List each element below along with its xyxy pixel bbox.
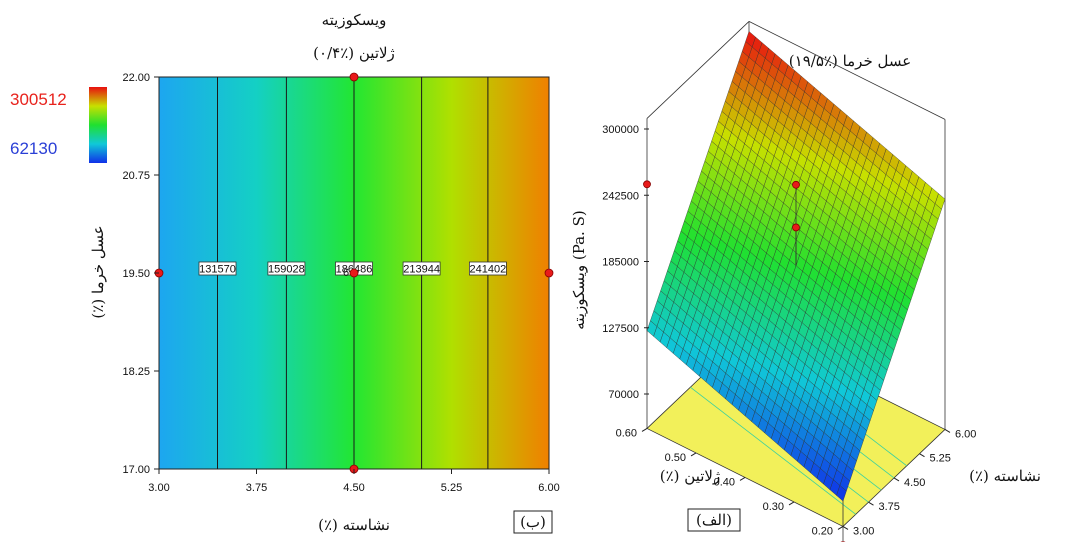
panel-label-b: (ب) (520, 513, 546, 531)
center-point-count: 6 (343, 267, 349, 279)
response-surface (646, 31, 946, 502)
contour-y-ticks: 17.00 18.25 19.50 20.75 22.00 (122, 72, 159, 476)
design-point-above (792, 223, 800, 232)
x-tick-label: 4.50 (343, 482, 364, 494)
contour-label: 131570 (199, 264, 236, 276)
contour-panel: 300512 62130 ویسکوزیته ژلاتین (٪۰/۴) 131… (10, 11, 560, 534)
x-tick-mark (944, 429, 951, 433)
contour-label: 159028 (268, 264, 305, 276)
x-tick-mark (868, 501, 874, 506)
x-tick-label: 6.00 (955, 428, 976, 440)
y-tick-label: 19.50 (122, 268, 150, 280)
design-point-above (792, 180, 800, 189)
design-point (349, 72, 359, 82)
design-point (349, 268, 359, 278)
legend-low-value: 62130 (10, 139, 57, 158)
legend-colorbar (89, 87, 107, 163)
surface-y-axis-label: ژلاتین (٪) (660, 467, 720, 485)
contour-subtitle: ژلاتین (٪۰/۴) (313, 44, 395, 62)
y-tick-mark (641, 428, 648, 432)
contour-x-ticks: 3.00 3.75 4.50 5.25 6.00 (148, 469, 560, 494)
y-tick-label: 17.00 (122, 464, 150, 476)
z-tick-label: 242500 (602, 190, 639, 202)
y-tick-label: 0.30 (763, 501, 784, 513)
x-tick-mark (842, 526, 849, 530)
contour-y-axis-label: عسل خرما (٪) (89, 225, 107, 318)
contour-label-box (468, 261, 507, 276)
contour-label: 213944 (403, 264, 440, 276)
z-tick-label: 185000 (602, 257, 639, 269)
surface-x-axis-label: نشاسته (٪) (969, 467, 1041, 485)
box-edge (748, 21, 946, 120)
y-tick-mark (690, 452, 697, 457)
x-tick-label: 3.75 (246, 482, 267, 494)
contour-label: 241402 (470, 264, 507, 276)
box-edge (646, 21, 750, 119)
y-tick-label: 0.20 (812, 525, 833, 537)
z-tick-label: 127500 (602, 323, 639, 335)
x-tick-label: 3.00 (148, 482, 169, 494)
y-tick-label: 22.00 (122, 72, 150, 84)
x-tick-label: 6.00 (538, 482, 559, 494)
y-tick-mark (837, 526, 844, 530)
y-tick-label: 0.60 (616, 427, 637, 439)
legend-high-value: 300512 (10, 90, 67, 109)
y-tick-mark (739, 477, 746, 481)
contour-label-box (267, 261, 306, 276)
z-tick-label: 70000 (608, 389, 639, 401)
surface-x-ticks: 3.00 3.75 4.50 5.25 6.00 (842, 428, 976, 537)
surface-z-ticks: 70000 127500 185000 242500 300000 (602, 124, 649, 401)
design-point-above (643, 180, 651, 189)
contour-design-points (154, 72, 554, 474)
y-tick-label: 0.40 (714, 476, 735, 488)
surface-y-ticks: 0.20 0.30 0.40 0.50 0.60 (616, 427, 844, 537)
y-tick-label: 18.25 (122, 366, 150, 378)
contour-label-box (198, 261, 237, 276)
floor-contour (690, 386, 856, 515)
x-tick-label: 3.00 (853, 525, 874, 537)
z-tick-label: 300000 (602, 124, 639, 136)
x-tick-label: 4.50 (904, 477, 925, 489)
contour-title: ویسکوزیته (322, 11, 387, 29)
surface-z-axis-label: ویسکوزیته (Pa. S) (570, 210, 588, 329)
x-tick-label: 3.75 (879, 501, 900, 513)
y-tick-label: 0.50 (665, 452, 686, 464)
contour-x-axis-label: نشاسته (٪) (318, 516, 390, 534)
panel-label-box-b (513, 510, 553, 534)
surface-points-above (643, 180, 800, 331)
panel-label-alef: (الف) (696, 511, 732, 529)
panel-label-box-alef (687, 508, 741, 532)
contour-label-box (402, 261, 441, 276)
surface-cell (745, 31, 756, 48)
x-tick-label: 5.25 (930, 453, 951, 465)
surface-title: عسل خرما (٪۱۹/۵) (789, 52, 911, 70)
x-tick-label: 5.25 (441, 482, 462, 494)
x-tick-mark (919, 453, 925, 458)
design-point (544, 268, 554, 278)
x-tick-mark (893, 477, 900, 482)
y-tick-label: 20.75 (122, 170, 150, 182)
y-tick-mark (788, 501, 795, 506)
surface-panel: عسل خرما (٪۱۹/۵) 70000 127500 185000 242500… (570, 21, 1041, 542)
